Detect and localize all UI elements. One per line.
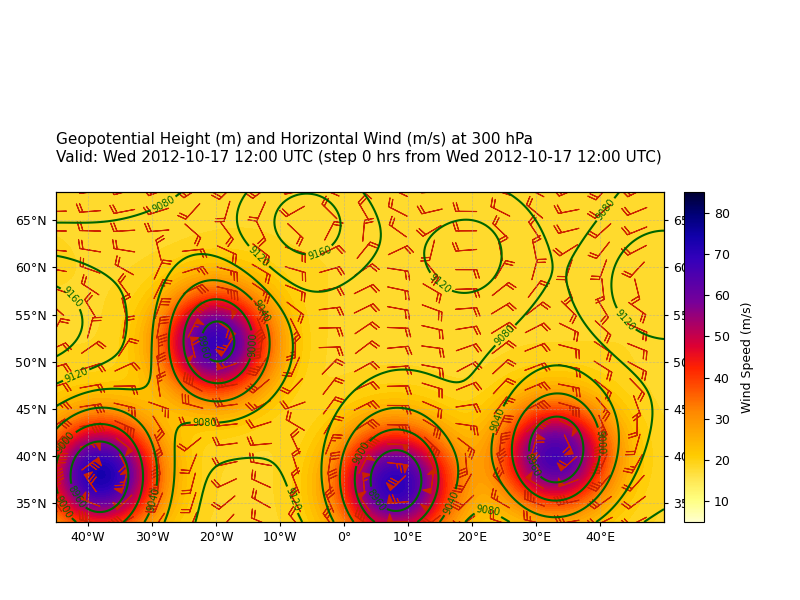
Text: 8960: 8960 xyxy=(194,334,210,361)
Text: 9000: 9000 xyxy=(247,332,258,357)
Text: 9120: 9120 xyxy=(427,272,452,295)
Text: 9120: 9120 xyxy=(246,244,271,269)
Text: 9080: 9080 xyxy=(150,194,177,214)
Text: 9040: 9040 xyxy=(250,298,271,325)
Text: 9080: 9080 xyxy=(475,504,501,518)
Text: 9040: 9040 xyxy=(442,490,461,516)
Text: 8960: 8960 xyxy=(365,487,387,513)
Text: 8960: 8960 xyxy=(522,452,542,478)
Text: 9120: 9120 xyxy=(283,487,302,513)
Text: 9120: 9120 xyxy=(613,307,637,332)
Text: 9160: 9160 xyxy=(306,244,333,262)
Text: 8960: 8960 xyxy=(66,484,86,510)
Text: 9000: 9000 xyxy=(594,429,606,454)
Text: 9000: 9000 xyxy=(54,430,77,455)
Text: 9040: 9040 xyxy=(489,406,506,433)
Text: 9000: 9000 xyxy=(53,494,74,520)
Text: 9000: 9000 xyxy=(351,440,371,466)
Text: 9160: 9160 xyxy=(60,285,84,310)
Text: 9120: 9120 xyxy=(63,365,90,385)
Text: 9080: 9080 xyxy=(594,197,617,222)
Text: 9080: 9080 xyxy=(193,418,218,428)
Y-axis label: Wind Speed (m/s): Wind Speed (m/s) xyxy=(741,301,754,413)
Text: Geopotential Height (m) and Horizontal Wind (m/s) at 300 hPa: Geopotential Height (m) and Horizontal W… xyxy=(56,132,533,147)
Text: 9040: 9040 xyxy=(146,487,162,513)
Text: 9080: 9080 xyxy=(493,323,518,347)
Text: Valid: Wed 2012-10-17 12:00 UTC (step 0 hrs from Wed 2012-10-17 12:00 UTC): Valid: Wed 2012-10-17 12:00 UTC (step 0 … xyxy=(56,150,662,165)
